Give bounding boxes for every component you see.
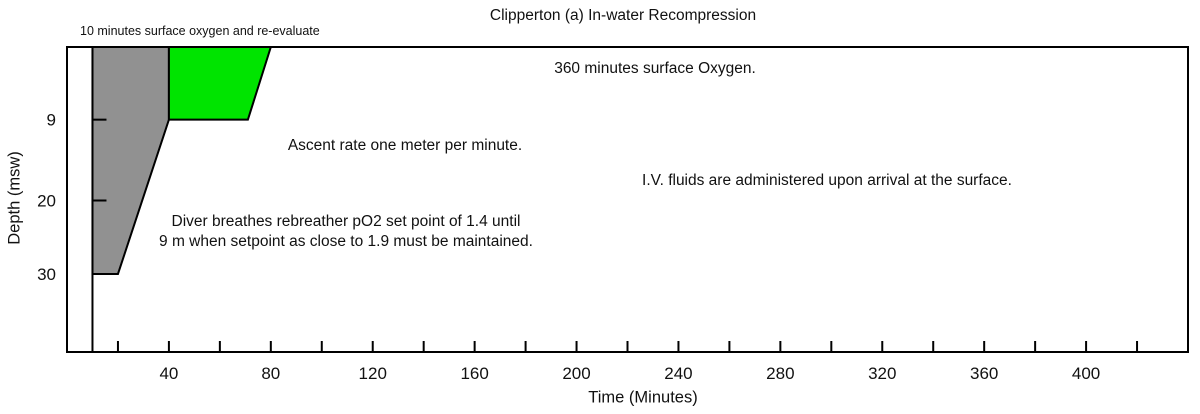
- x-tick-label: 400: [1072, 364, 1100, 383]
- surface-oxygen-annotation: 360 minutes surface Oxygen.: [554, 60, 756, 77]
- y-tick-label: 30: [37, 265, 56, 284]
- pre-oxygen-note: 10 minutes surface oxygen and re-evaluat…: [80, 24, 320, 38]
- rebreather-setpoint-annotation: Diver breathes rebreather pO2 set point …: [159, 212, 533, 252]
- x-tick-label: 120: [359, 364, 387, 383]
- x-tick-label: 40: [159, 364, 178, 383]
- x-tick-label: 320: [868, 364, 896, 383]
- x-tick-label: 360: [970, 364, 998, 383]
- x-axis-title: Time (Minutes): [588, 388, 698, 407]
- rebreather-setpoint-line1: Diver breathes rebreather pO2 set point …: [171, 213, 521, 230]
- x-tick-label: 280: [766, 364, 794, 383]
- y-tick-label: 9: [47, 111, 56, 130]
- rebreather-setpoint-line2: 9 m when setpoint as close to 1.9 must b…: [159, 233, 533, 250]
- x-tick-label: 200: [562, 364, 590, 383]
- x-tick-label: 240: [664, 364, 692, 383]
- rebreather-descent-phase-region: [91, 46, 170, 275]
- chart-title: Clipperton (a) In-water Recompression: [489, 7, 757, 24]
- x-tick-label: 80: [261, 364, 280, 383]
- iv-fluids-annotation: I.V. fluids are administered upon arriva…: [642, 172, 1012, 189]
- y-tick-label: 20: [37, 192, 56, 211]
- oxygen-9msw-phase-region: [167, 46, 273, 121]
- y-axis-title: Depth (msw): [5, 151, 24, 245]
- x-tick-label: 160: [460, 364, 488, 383]
- ascent-rate-annotation: Ascent rate one meter per minute.: [287, 137, 523, 154]
